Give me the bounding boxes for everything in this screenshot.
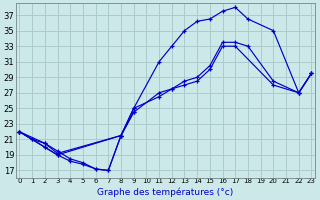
X-axis label: Graphe des températures (°c): Graphe des températures (°c) <box>97 187 234 197</box>
